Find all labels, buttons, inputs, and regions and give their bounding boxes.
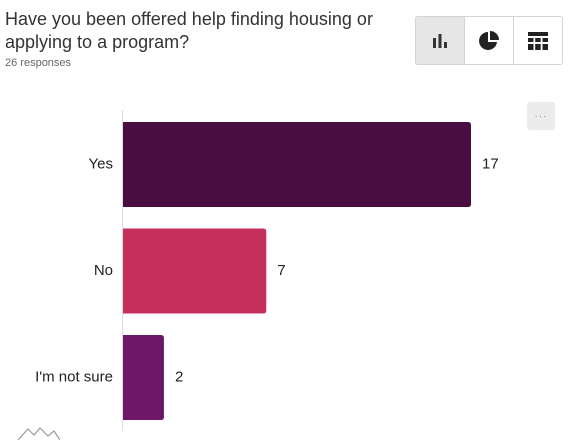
table-icon	[528, 31, 548, 50]
pie-chart-view-button[interactable]	[465, 17, 514, 64]
table-view-button[interactable]	[514, 17, 562, 64]
bar-i-m-not-sure	[123, 335, 164, 420]
pie-chart-icon	[479, 30, 499, 50]
value-label-i-m-not-sure: 2	[175, 368, 183, 385]
bar-chart-view-button[interactable]	[416, 17, 465, 64]
bar-chart-icon	[433, 33, 447, 48]
value-label-yes: 17	[482, 155, 499, 172]
response-count: 26 responses	[5, 57, 72, 69]
more-options-button[interactable]: ···	[527, 102, 555, 130]
bar-no	[123, 228, 267, 314]
logo-mark	[18, 427, 60, 440]
bar-yes	[123, 122, 471, 207]
question-title: Have you been offered help finding housi…	[5, 9, 373, 52]
value-label-no: 7	[277, 262, 285, 279]
category-label-yes: Yes	[89, 155, 113, 172]
category-label-i-m-not-sure: I'm not sure	[35, 368, 113, 385]
category-label-no: No	[94, 262, 113, 279]
view-switcher	[415, 16, 563, 65]
